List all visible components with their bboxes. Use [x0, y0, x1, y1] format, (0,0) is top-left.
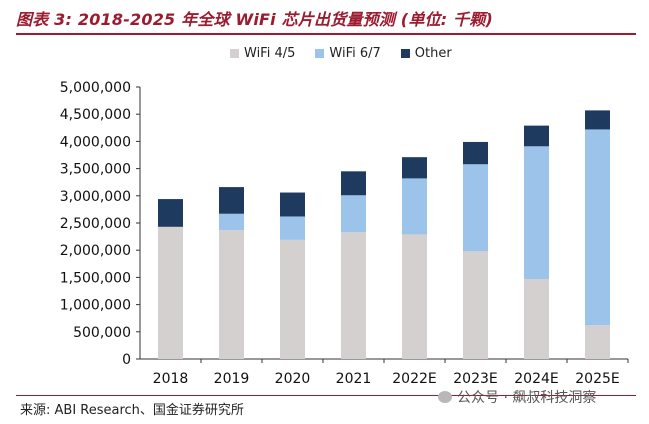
y-tick-label: 3,000,000	[60, 189, 131, 205]
y-tick-label: 2,000,000	[60, 243, 131, 259]
bar-segment-wifi67	[524, 146, 549, 280]
bar-segment-other	[219, 187, 244, 214]
legend-item-wifi67: WiFi 6/7	[315, 46, 381, 61]
bar-segment-wifi45	[585, 325, 610, 359]
legend-item-wifi45: WiFi 4/5	[230, 46, 295, 61]
watermark-text: 公众号 · 飙叔科技洞察	[457, 390, 597, 406]
wechat-icon	[438, 391, 452, 403]
y-tick-label: 2,500,000	[60, 216, 131, 232]
source-note: 来源: ABI Research、国金证券研究所	[20, 403, 244, 418]
x-tick-label: 2023E	[453, 371, 497, 387]
y-tick-label: 5,000,000	[60, 80, 131, 96]
legend-swatch-wifi45	[230, 49, 239, 58]
bar-segment-wifi45	[341, 232, 366, 359]
y-tick-label: 1,500,000	[60, 270, 131, 286]
bar-segment-other	[158, 199, 183, 227]
bar-segment-wifi45	[463, 251, 488, 359]
bar-segment-other	[341, 171, 366, 196]
legend-item-other: Other	[400, 46, 452, 61]
bar-segment-wifi45	[280, 239, 305, 359]
chart-title: 图表 3: 2018-2025 年全球 WiFi 芯片出货量预测 (单位: 千颗…	[16, 10, 493, 29]
bar-segment-wifi45	[524, 279, 549, 359]
bar-segment-wifi67	[219, 213, 244, 231]
bar-segment-wifi45	[219, 230, 244, 359]
legend-label-wifi45: WiFi 4/5	[244, 46, 296, 61]
bar-segment-other	[463, 141, 488, 165]
legend-label-wifi67: WiFi 6/7	[329, 46, 381, 61]
y-tick-label: 4,500,000	[60, 107, 131, 123]
y-tick-label: 1,000,000	[60, 298, 131, 314]
legend: WiFi 4/5 WiFi 6/7 Other	[230, 46, 452, 61]
bar-segment-wifi67	[341, 195, 366, 233]
x-tick-label: 2020	[275, 371, 311, 387]
x-tick-label: 2025E	[575, 371, 619, 387]
x-tick-label: 2024E	[514, 371, 558, 387]
title-rule	[16, 33, 636, 35]
y-tick-label: 500,000	[73, 325, 131, 341]
bottom-rule	[16, 395, 636, 396]
bar-segment-other	[524, 125, 549, 147]
x-tick-label: 2018	[153, 371, 189, 387]
bar-segment-wifi67	[585, 129, 610, 326]
bar-segment-other	[585, 110, 610, 130]
bar-segment-wifi45	[158, 226, 183, 359]
legend-swatch-wifi67	[315, 49, 325, 58]
y-tick-label: 0	[122, 352, 131, 368]
x-tick-label: 2019	[214, 371, 250, 387]
bar-segment-wifi67	[402, 178, 427, 235]
legend-swatch-other	[400, 49, 410, 58]
y-tick-label: 4,000,000	[60, 134, 131, 150]
bar-segment-other	[402, 157, 427, 179]
bar-segment-other	[280, 192, 305, 217]
x-tick-label: 2022E	[392, 371, 436, 387]
y-tick-label: 3,500,000	[60, 162, 131, 178]
legend-label-other: Other	[414, 46, 452, 61]
bar-segment-wifi67	[280, 216, 305, 240]
bar-segment-wifi67	[463, 164, 488, 252]
x-tick-label: 2021	[336, 371, 372, 387]
watermark: 公众号 · 飙叔科技洞察	[438, 387, 596, 407]
bar-segment-wifi45	[402, 234, 427, 359]
